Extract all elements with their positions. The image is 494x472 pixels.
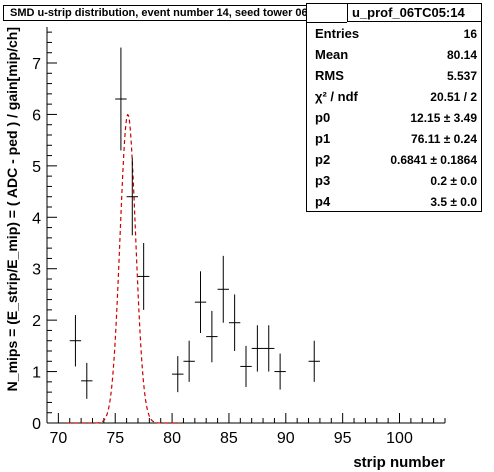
y-axis-title: N_mips = (E_strip/E_mip) = ( ADC - ped )… bbox=[4, 27, 20, 391]
stats-value: 0.6841 ± 0.1864 bbox=[390, 153, 477, 167]
stats-key: Mean bbox=[315, 47, 349, 62]
x-tick-label: 80 bbox=[163, 430, 181, 447]
stats-row-mean: Mean 80.14 bbox=[315, 45, 477, 65]
fit-curve bbox=[67, 113, 181, 424]
stats-row-p4: p4 3.5 ± 0.0 bbox=[315, 192, 477, 212]
stats-name: u_prof_06TC05:14 bbox=[347, 4, 481, 22]
y-tick-label: 4 bbox=[32, 210, 41, 227]
stats-row-rms: RMS 5.537 bbox=[315, 66, 477, 86]
stats-key: p1 bbox=[315, 131, 331, 146]
stats-row-p3: p3 0.2 ± 0.0 bbox=[315, 171, 477, 191]
stats-row-chi2: χ² / ndf 20.51 / 2 bbox=[315, 87, 477, 107]
stats-value: 3.5 ± 0.0 bbox=[430, 195, 477, 209]
stats-row-entries: Entries 16 bbox=[315, 24, 477, 44]
stats-value: 0.2 ± 0.0 bbox=[430, 174, 477, 188]
x-tick-label: 85 bbox=[220, 430, 238, 447]
plot-title: SMD u-strip distribution, event number 1… bbox=[3, 5, 341, 21]
x-tick-label: 95 bbox=[334, 430, 352, 447]
x-tick-label: 75 bbox=[106, 430, 124, 447]
x-tick-label: 100 bbox=[386, 430, 413, 447]
stats-row-p2: p2 0.6841 ± 0.1864 bbox=[315, 150, 477, 170]
stats-value: 16 bbox=[463, 27, 477, 41]
stats-key: p3 bbox=[315, 173, 331, 188]
y-tick-label: 6 bbox=[32, 107, 41, 124]
stats-key: RMS bbox=[315, 68, 344, 83]
stats-key: p4 bbox=[315, 194, 331, 209]
y-tick-label: 1 bbox=[32, 365, 41, 382]
stats-row-p1: p1 76.11 ± 0.24 bbox=[315, 129, 477, 149]
stats-key: χ² / ndf bbox=[315, 89, 358, 104]
stats-value: 5.537 bbox=[446, 69, 477, 83]
y-tick-label: 3 bbox=[32, 262, 41, 279]
stats-value: 12.15 ± 3.49 bbox=[410, 111, 477, 125]
stats-box: u_prof_06TC05:14 Entries 16 Mean 80.14 R… bbox=[306, 3, 482, 212]
stats-key: Entries bbox=[315, 26, 360, 41]
y-tick-label: 0 bbox=[32, 416, 41, 433]
stats-key: p0 bbox=[315, 110, 331, 125]
y-tick-label: 7 bbox=[32, 56, 41, 73]
stats-header-divider bbox=[307, 22, 347, 23]
stats-value: 80.14 bbox=[446, 48, 477, 62]
stats-value: 20.51 / 2 bbox=[430, 90, 477, 104]
stats-row-p0: p0 12.15 ± 3.49 bbox=[315, 108, 477, 128]
y-tick-label: 2 bbox=[32, 313, 41, 330]
x-tick-label: 90 bbox=[277, 430, 295, 447]
stats-value: 76.11 ± 0.24 bbox=[411, 132, 477, 146]
x-axis-title: strip number bbox=[353, 454, 445, 471]
y-tick-label: 5 bbox=[32, 159, 41, 176]
stats-key: p2 bbox=[315, 152, 331, 167]
x-tick-label: 70 bbox=[49, 430, 67, 447]
